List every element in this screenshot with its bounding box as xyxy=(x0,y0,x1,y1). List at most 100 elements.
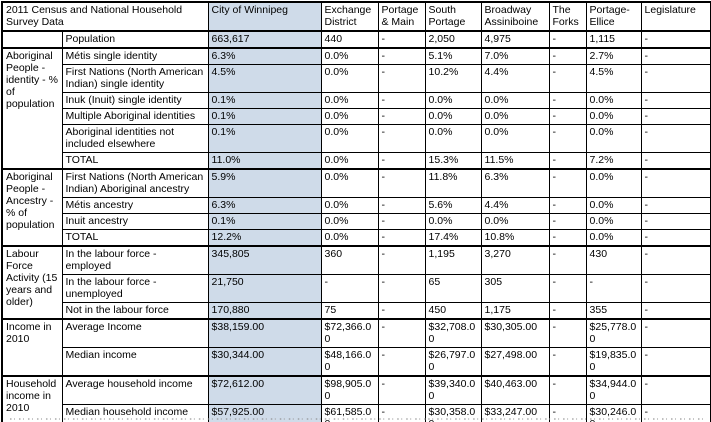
group-label-cell: Labour Force Activity (15 years and olde… xyxy=(1,245,63,320)
data-cell: 0.0% xyxy=(320,64,379,93)
data-cell: 3,270 xyxy=(480,245,550,275)
data-cell: 663,617 xyxy=(207,30,322,49)
data-cell: $72,612.00 xyxy=(207,375,322,405)
data-cell: - xyxy=(377,124,426,153)
data-cell: 0.0% xyxy=(320,168,379,198)
data-cell: 0.0% xyxy=(424,108,482,125)
column-header-the-forks: The Forks xyxy=(548,1,587,32)
group-label-cell: Household income in 2010 xyxy=(1,375,63,422)
data-cell: - xyxy=(377,229,426,247)
row-label: Métis ancestry xyxy=(61,197,209,214)
data-cell: 10.8% xyxy=(480,229,550,247)
data-cell: 4.5% xyxy=(585,64,642,93)
data-cell: 450 xyxy=(424,302,482,320)
data-cell: - xyxy=(640,245,711,275)
data-cell: 1,115 xyxy=(585,30,642,49)
data-cell: 0.0% xyxy=(320,124,379,153)
column-header-broadway-assiniboine: Broadway Assiniboine xyxy=(480,1,550,32)
data-cell: 305 xyxy=(480,274,550,303)
group-label-cell: Aboriginal People - Ancestry - % of popu… xyxy=(1,168,63,247)
data-cell: 21,750 xyxy=(207,274,322,303)
data-cell: 0.0% xyxy=(424,213,482,230)
column-header-legislature: Legislature xyxy=(640,1,711,32)
data-cell: - xyxy=(640,47,711,65)
data-cell: $38,159.00 xyxy=(207,318,322,348)
data-cell: 1,175 xyxy=(480,302,550,320)
data-cell: - xyxy=(377,302,426,320)
data-cell: - xyxy=(377,245,426,275)
data-cell: 170,880 xyxy=(207,302,322,320)
data-cell: $34,944.00 xyxy=(585,375,642,405)
data-cell: 11.8% xyxy=(424,168,482,198)
table-row: Inuk (Inuit) single identity 0.1% 0.0% -0.0… xyxy=(2,92,711,109)
row-label: Inuit ancestry xyxy=(61,213,209,230)
column-header-portage-ellice: Portage-Ellice xyxy=(585,1,642,32)
data-cell: $19,835.00 xyxy=(585,347,642,377)
data-cell: - xyxy=(377,152,426,170)
data-cell: 5.6% xyxy=(424,197,482,214)
table-row: Aboriginal People - Ancestry - % of popu… xyxy=(1,168,711,247)
data-cell: - xyxy=(548,245,587,275)
data-cell: - xyxy=(377,168,426,198)
data-cell: 4.4% xyxy=(480,64,550,93)
data-cell: - xyxy=(548,92,587,109)
data-cell: - xyxy=(377,318,426,348)
data-cell: - xyxy=(585,274,642,303)
data-cell: 0.0% xyxy=(424,124,482,153)
row-label: Population xyxy=(61,30,209,49)
data-cell: - xyxy=(640,197,711,214)
group-label-cell: Aboriginal People - identity - % of popu… xyxy=(1,47,63,170)
data-cell: 0.1% xyxy=(207,92,322,109)
data-cell: 11.5% xyxy=(480,152,550,170)
data-cell: 5.9% xyxy=(207,168,322,198)
data-cell: - xyxy=(640,274,711,303)
table-row: Median household income $57,925.00 $61,585… xyxy=(2,404,711,422)
data-cell: - xyxy=(548,318,587,348)
data-cell: 0.1% xyxy=(207,213,322,230)
table-row: Not in the labour force 170,880 75-450 1,17… xyxy=(2,302,711,320)
data-cell: - xyxy=(640,375,711,405)
group-label-cell: Income in 2010 xyxy=(1,318,63,377)
row-label: First Nations (North American Indian) si… xyxy=(61,64,209,93)
data-cell: 5.1% xyxy=(424,47,482,65)
data-cell: - xyxy=(548,375,587,405)
data-cell: - xyxy=(548,108,587,125)
data-cell: 4.5% xyxy=(207,64,322,93)
data-cell: 0.0% xyxy=(320,229,379,247)
column-header-exchange-district: Exchange District xyxy=(320,1,379,32)
data-cell: 75 xyxy=(320,302,379,320)
data-cell: $48,166.00 xyxy=(320,347,379,377)
data-cell: 355 xyxy=(585,302,642,320)
row-label: Not in the labour force xyxy=(61,302,209,320)
data-cell: - xyxy=(548,347,587,377)
table-row: In the labour force - unemployed 21,750- -… xyxy=(2,274,711,303)
column-header-portage-and-main: Portage & Main xyxy=(377,1,426,32)
data-cell: $98,905.00 xyxy=(320,375,379,405)
data-cell: 0.1% xyxy=(207,124,322,153)
row-label: In the labour force - employed xyxy=(61,245,209,275)
data-cell: - xyxy=(377,108,426,125)
data-cell: 7.2% xyxy=(585,152,642,170)
table-row: First Nations (North American Indian) si… xyxy=(2,64,711,93)
data-cell: 4,975 xyxy=(480,30,550,49)
row-label: Inuk (Inuit) single identity xyxy=(61,92,209,109)
data-cell: 12.2% xyxy=(207,229,322,247)
row-label: Multiple Aboriginal identities xyxy=(61,108,209,125)
data-cell: 0.0% xyxy=(585,168,642,198)
data-cell: 15.3% xyxy=(424,152,482,170)
data-cell: 65 xyxy=(424,274,482,303)
data-cell: 440 xyxy=(320,30,379,49)
table-body: Population 663,617 440-2,050 4,975-1,115- Ab… xyxy=(1,30,711,422)
table-row: TOTAL 12.2% 0.0% -17.4% 10.8% -0.0% - xyxy=(2,229,711,247)
clipped-footnote-text xyxy=(10,418,707,422)
data-cell: - xyxy=(640,168,711,198)
table-title: 2011 Census and National Household Surve… xyxy=(1,1,209,32)
table-row: Métis ancestry 6.3% 0.0% -5.6% 4.4% -0.0% - xyxy=(2,197,711,214)
row-label: Métis single identity xyxy=(61,47,209,65)
data-cell: 11.0% xyxy=(207,152,322,170)
data-cell: $30,344.00 xyxy=(207,347,322,377)
data-cell: - xyxy=(640,124,711,153)
data-cell: 0.0% xyxy=(424,92,482,109)
